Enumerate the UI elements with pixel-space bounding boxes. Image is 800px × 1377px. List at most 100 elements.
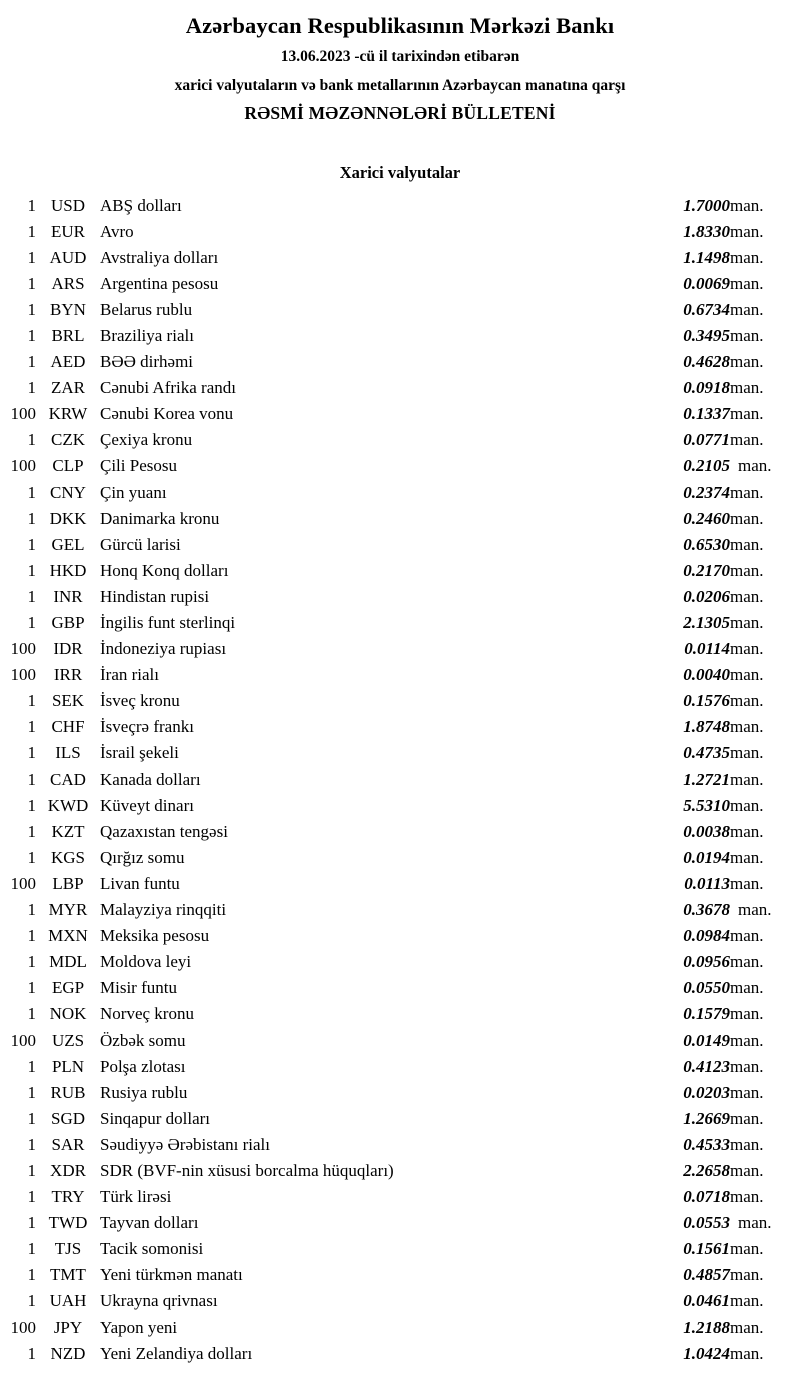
currency-code: IDR [53,639,83,659]
currency-rate: 2.1305 [683,613,730,633]
currency-name: Tayvan dolları [100,1213,199,1233]
currency-code: DKK [49,508,87,528]
currency-code: SEK [51,691,85,711]
currency-rate: 1.2669 [683,1108,730,1128]
table-row: 1 KWD Küveyt dinarı 5.5310 man. [0,793,800,819]
currency-unit: man. [730,586,764,606]
currency-code: HKD [49,560,87,580]
currency-quantity: 1 [27,325,37,345]
currency-quantity: 1 [27,247,37,267]
currency-code: ZAR [51,378,85,398]
currency-quantity: 1 [27,1004,37,1024]
currency-unit: man. [730,1108,764,1128]
currency-unit: man. [730,978,764,998]
currency-quantity: 1 [27,534,37,554]
currency-quantity: 1 [27,482,37,502]
currency-name: Avro [100,221,134,241]
table-row: 100 UZS Özbək somu 0.0149 man. [0,1028,800,1054]
currency-rate: 0.0918 [683,378,730,398]
table-row: 1 NZD Yeni Zelandiya dolları 1.0424 man. [0,1341,800,1367]
currency-quantity: 1 [27,847,37,867]
currency-unit: man. [730,195,764,215]
currency-code: CLP [52,456,84,476]
currency-code: AUD [49,247,87,267]
currency-code: KWD [47,795,89,815]
currency-unit: man. [730,847,764,867]
currency-name: Avstraliya dolları [100,247,219,267]
currency-code: GEL [51,534,85,554]
currency-rate: 0.1337 [683,404,730,424]
currency-quantity: 1 [27,613,37,633]
table-row: 1 AUD Avstraliya dolları 1.1498 man. [0,245,800,271]
currency-code: NZD [50,1343,86,1363]
currency-rate: 0.0113 [684,873,730,893]
table-row: 1 TJS Tacik somonisi 0.1561 man. [0,1236,800,1262]
effective-date: 13.06.2023 -cü il tarixindən etibarən [280,48,520,66]
table-row: 1 CHF İsveçrə frankı 1.8748 man. [0,714,800,740]
currency-rate: 1.2721 [683,769,730,789]
currency-name: Norveç kronu [100,1004,194,1024]
currency-rate: 0.0771 [683,430,730,450]
currency-name: Belarus rublu [100,299,193,319]
currency-rate: 0.0038 [683,821,730,841]
currency-rate: 0.0069 [683,273,730,293]
currency-rate: 1.7000 [683,195,730,215]
currency-name: Səudiyyə Ərəbistanı rialı [100,1134,270,1154]
currency-quantity: 100 [10,873,37,893]
currency-name: Türk lirəsi [100,1187,172,1207]
currency-code: KRW [48,404,88,424]
currency-name: Qazaxıstan tengəsi [100,821,228,841]
currency-rate: 0.4628 [683,352,730,372]
table-row: 100 CLP Çili Pesosu 0.2105 man. [0,453,800,479]
currency-name: Cənubi Korea vonu [100,404,234,424]
currency-name: Cənubi Afrika randı [100,378,236,398]
currency-quantity: 1 [27,378,37,398]
currency-rate: 0.0040 [683,665,730,685]
table-row: 1 ARS Argentina pesosu 0.0069 man. [0,271,800,297]
currency-name: Yapon yeni [100,1317,178,1337]
currency-code: PLN [51,1056,85,1076]
currency-rate: 1.2188 [683,1317,730,1337]
currency-rate: 0.4735 [683,743,730,763]
currency-unit: man. [730,952,764,972]
currency-name: İngilis funt sterlinqi [100,613,236,633]
table-row: 1 BRL Braziliya rialı 0.3495 man. [0,323,800,349]
table-row: 1 TMT Yeni türkmən manatı 0.4857 man. [0,1262,800,1288]
currency-quantity: 1 [27,952,37,972]
currency-rate: 0.0203 [683,1082,730,1102]
currency-code: BYN [50,299,86,319]
currency-rate: 0.0461 [683,1291,730,1311]
currency-name: Çexiya kronu [100,430,193,450]
currency-unit: man. [730,769,764,789]
currency-name: İran rialı [100,665,159,685]
bulletin-title: RƏSMİ MƏZƏNNƏLƏRİ BÜLLETENİ [244,102,556,123]
table-row: 1 ILS İsrail şekeli 0.4735 man. [0,740,800,766]
currency-unit: man. [730,482,764,502]
currency-quantity: 1 [27,352,37,372]
currency-rate: 0.1579 [683,1004,730,1024]
currency-rate: 0.2374 [683,482,730,502]
currency-quantity: 1 [27,717,37,737]
currency-unit: man. [730,560,764,580]
currency-rate: 0.0718 [683,1187,730,1207]
currency-rate: 0.0206 [683,586,730,606]
currency-name: Livan funtu [100,873,180,893]
currency-name: İsveçrə frankı [100,717,194,737]
currency-code: SAR [51,1134,85,1154]
currency-name: Ukrayna qrivnası [100,1291,218,1311]
currency-quantity: 1 [27,1213,37,1233]
currency-code: LBP [52,873,84,893]
currency-name: Yeni türkmən manatı [100,1265,243,1285]
currency-unit: man. [730,221,764,241]
currency-unit: man. [730,534,764,554]
currency-name: Qırğız somu [100,847,185,867]
table-row: 1 NOK Norveç kronu 0.1579 man. [0,1001,800,1027]
currency-unit: man. [730,1004,764,1024]
table-row: 1 MDL Moldova leyi 0.0956 man. [0,949,800,975]
currency-code: IRR [53,665,83,685]
currency-code: CZK [51,430,85,450]
currency-code: USD [50,195,85,215]
currency-name: Özbək somu [100,1030,186,1050]
currency-quantity: 1 [27,743,37,763]
